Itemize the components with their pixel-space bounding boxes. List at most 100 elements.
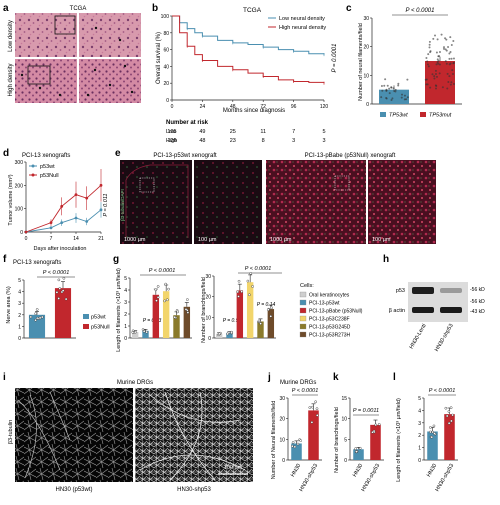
legend-label-f-p53null: p53Null	[91, 325, 110, 331]
panel-k-data-point	[377, 423, 381, 426]
panel-h: p53 β actin -56 kD -56 kD -43 kD HN30-Le…	[389, 282, 485, 353]
blot-label-p53: p53	[396, 288, 405, 294]
panel-l-ylabel: Length of filaments (×10³ µm/field)	[396, 398, 402, 482]
data-point	[435, 85, 438, 88]
panel-g-left-bar	[152, 294, 160, 338]
panel-g-right-ylabel: Number of branchings/field	[201, 277, 207, 343]
data-point	[438, 55, 441, 58]
panel-g-right-bar	[257, 321, 264, 338]
panel-f-data-point	[35, 308, 39, 311]
panel-l-data-point	[431, 430, 434, 434]
at-risk-value: 8	[262, 138, 265, 144]
panel-f-bar	[54, 288, 72, 338]
at-risk-value: 48	[199, 138, 205, 144]
panel-d-title: PCI-13 xenografts	[22, 153, 70, 159]
panel-g-left-data-point	[186, 311, 190, 314]
panel-letter-e: e	[115, 148, 121, 159]
panel-f-chart: 0 1 2 3 4 5	[18, 276, 76, 342]
panel-l-data-point	[447, 410, 451, 413]
scalebar-e-2: 100 µm	[198, 237, 217, 243]
panel-k-ytick-label: 0	[344, 458, 347, 464]
panel-f-data-point	[58, 287, 62, 290]
fluo-image-p53wt-overview	[120, 160, 192, 244]
panel-f-pvalue: P < 0.0001	[43, 270, 70, 276]
panel-g-right-data-point	[237, 279, 241, 283]
blot-xlabel-shp53: HN30-shp53	[434, 323, 455, 353]
panel-j-data-point	[291, 444, 294, 448]
growth-point	[24, 230, 28, 234]
panel-l-ytick-label: 3	[418, 421, 421, 427]
panel-g-right-bar	[236, 290, 244, 338]
panel-letter-f: f	[3, 254, 7, 265]
zoom-box-high	[27, 65, 51, 85]
panel-g-left-data-point	[145, 330, 148, 334]
data-point	[428, 43, 431, 46]
panel-a-title: TCGA	[70, 6, 87, 12]
panel-g-left-bar	[162, 291, 170, 338]
data-point	[435, 75, 438, 78]
data-point	[446, 87, 449, 90]
at-risk-value: 5	[322, 129, 325, 135]
legend-label-high: High neural density	[279, 25, 326, 31]
he-image-high-2	[79, 59, 141, 103]
panel-g-left-data-point	[176, 310, 179, 314]
panel-letter-k: k	[333, 372, 339, 383]
panel-k-data-point	[374, 423, 378, 427]
data-point	[450, 43, 453, 46]
panel-b-xtick-label: 120	[320, 104, 329, 110]
at-risk-title: Number at risk	[166, 120, 209, 126]
panel-g-legend: Oral keratinocytes PCI-13-p53wt PCI-13-pBa…	[299, 291, 363, 339]
panel-j-ytick-label: 10	[279, 437, 285, 443]
panel-d-ytick-label: 200	[15, 183, 24, 189]
panel-letter-h: h	[383, 254, 389, 265]
panel-g-left-ytick-label: 4	[124, 288, 127, 294]
data-point	[442, 47, 445, 50]
panel-f-data-point	[34, 318, 37, 322]
panel-g-right-data-point	[226, 332, 229, 336]
legend-label-g: PCI-13-p53G245D	[309, 325, 351, 331]
panel-c-pvalue: P < 0.0001	[406, 8, 435, 14]
data-point	[450, 57, 453, 60]
panel-b-ytick-label: 20	[163, 81, 169, 87]
data-point	[438, 50, 441, 53]
panel-l-data-point	[430, 435, 434, 439]
legend-label-g: PCI-13-p53R273H	[309, 333, 351, 339]
band-p53-lenti	[412, 287, 434, 294]
drg-image-hn30-shp53	[135, 388, 253, 482]
panel-g-left-pvalue: P < 0.0001	[149, 268, 176, 274]
data-point	[429, 50, 432, 53]
panel-g-left-bar	[183, 306, 191, 338]
panel-k-ylabel: Number of branchings/field	[334, 407, 340, 473]
growth-point	[85, 220, 89, 223]
fluo-image-p53null-overview	[266, 160, 366, 244]
panel-i-title: Murine DRGs	[117, 380, 153, 386]
data-point	[386, 84, 389, 87]
fluo-image-p53null-zoom	[368, 160, 436, 244]
panel-f-ytick-label: 3	[18, 301, 21, 307]
panel-e-stain-label: β3-tubulin/DAPI	[120, 189, 125, 221]
data-point	[449, 51, 452, 54]
panel-d-xtick-label: 21	[98, 236, 104, 242]
growth-point	[60, 204, 64, 208]
scalebar-e-4: 100 µm	[372, 237, 391, 243]
panel-l-data-point	[433, 432, 436, 435]
panel-k-bar	[353, 449, 364, 460]
panel-g-right-data-point	[251, 285, 254, 288]
data-point	[435, 63, 438, 66]
panel-e-title-right: PCI-13-pBabe (p53Null) xenograft	[305, 153, 396, 159]
drg-image-hn30	[15, 388, 133, 482]
legend-label-g: PCI-13-p53wt	[309, 301, 340, 307]
data-point	[449, 36, 452, 39]
panel-g-left-ytick-label: 0	[124, 336, 127, 342]
data-point	[431, 73, 434, 76]
panel-g-right-bar	[215, 333, 223, 338]
at-risk-value: 25	[230, 129, 236, 135]
panel-f-data-point	[29, 315, 33, 319]
panel-d-xtick-label: 0	[25, 236, 28, 242]
data-point	[394, 90, 397, 93]
data-point	[444, 37, 447, 40]
at-risk-value: 3	[292, 138, 295, 144]
panel-g-left-ytick-label: 3	[124, 300, 127, 306]
panel-j-data-point	[311, 405, 314, 409]
bar-xlabel: HN30	[352, 463, 364, 478]
